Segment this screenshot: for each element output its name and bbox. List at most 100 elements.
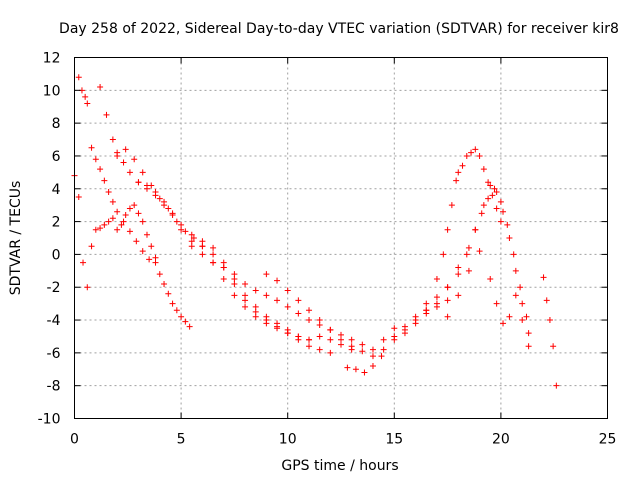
data-point [476, 248, 483, 255]
data-point [517, 284, 524, 291]
x-tick-label: 15 [385, 432, 403, 448]
series-s3 [97, 84, 334, 356]
data-point [75, 74, 82, 81]
data-point [380, 336, 387, 343]
data-point [444, 297, 451, 304]
data-point [126, 228, 133, 235]
plot-frame [74, 57, 608, 419]
data-point [274, 325, 281, 332]
data-point [465, 244, 472, 251]
data-point [173, 307, 180, 314]
data-point [369, 353, 376, 360]
data-point [92, 156, 99, 163]
data-point [476, 152, 483, 159]
data-point [455, 271, 462, 278]
y-tick-label: 4 [52, 182, 61, 198]
data-point [433, 294, 440, 301]
data-point [165, 205, 172, 212]
data-point [412, 320, 419, 327]
data-point [135, 179, 142, 186]
data-point [118, 221, 125, 228]
data-point [478, 210, 485, 217]
series-s12 [444, 248, 532, 350]
data-point [186, 323, 193, 330]
series-s8 [344, 353, 385, 376]
data-point [327, 336, 334, 343]
data-point [391, 325, 398, 332]
data-point [274, 297, 281, 304]
series-s11 [423, 185, 530, 320]
data-point [252, 303, 259, 310]
data-point [274, 277, 281, 284]
data-point [448, 202, 455, 209]
data-point [506, 313, 513, 320]
data-point [401, 330, 408, 337]
data-point [391, 333, 398, 340]
data-point [306, 317, 313, 324]
data-point [143, 182, 150, 189]
data-point [88, 243, 95, 250]
data-point [114, 152, 121, 159]
data-point [152, 254, 159, 261]
series-s2 [75, 74, 159, 263]
y-axis-title: SDTVAR / TECUs [8, 181, 24, 296]
y-tick-label: -4 [47, 313, 61, 329]
data-point [101, 221, 108, 228]
data-point [139, 169, 146, 176]
data-point [231, 292, 238, 299]
data-point [550, 343, 557, 350]
data-point [500, 320, 507, 327]
series-s9 [391, 146, 504, 340]
data-point [148, 243, 155, 250]
x-tick-label: 0 [70, 432, 79, 448]
data-point [512, 292, 519, 299]
y-tick-label: 8 [52, 116, 61, 132]
data-point [131, 156, 138, 163]
data-point [444, 284, 451, 291]
data-point [504, 221, 511, 228]
data-point [188, 231, 195, 238]
data-point [525, 330, 532, 337]
data-point [497, 218, 504, 225]
data-point [306, 343, 313, 350]
data-point [455, 169, 462, 176]
data-point [156, 271, 163, 278]
data-point [491, 185, 498, 192]
data-point [485, 179, 492, 186]
data-point [178, 313, 185, 320]
data-point [120, 159, 127, 166]
data-point [359, 341, 366, 348]
data-points [71, 74, 560, 389]
data-point [263, 313, 270, 320]
data-point [131, 202, 138, 209]
data-point [122, 212, 129, 219]
data-point [295, 297, 302, 304]
data-point [480, 166, 487, 173]
data-point [485, 195, 492, 202]
data-point [553, 382, 560, 389]
data-point [455, 292, 462, 299]
data-point [122, 146, 129, 153]
data-point [519, 317, 526, 324]
data-point [465, 267, 472, 274]
data-point [126, 205, 133, 212]
y-tick-label: 10 [43, 83, 61, 99]
series-s6 [188, 243, 398, 353]
data-point [295, 310, 302, 317]
data-point [423, 307, 430, 314]
data-point [327, 326, 334, 333]
data-point [284, 330, 291, 337]
data-point [152, 189, 159, 196]
chart-title: Day 258 of 2022, Sidereal Day-to-day VTE… [59, 21, 619, 37]
series-s10 [401, 182, 532, 337]
data-point [263, 271, 270, 278]
data-point [543, 297, 550, 304]
data-point [352, 366, 359, 373]
y-tick-labels: -10 -8 -6 -4 -2 0 2 4 6 8 10 12 [38, 51, 61, 428]
data-point [135, 210, 142, 217]
data-point [463, 251, 470, 258]
data-point [120, 218, 127, 225]
data-point [316, 346, 323, 353]
data-point [199, 243, 206, 250]
data-point [84, 284, 91, 291]
